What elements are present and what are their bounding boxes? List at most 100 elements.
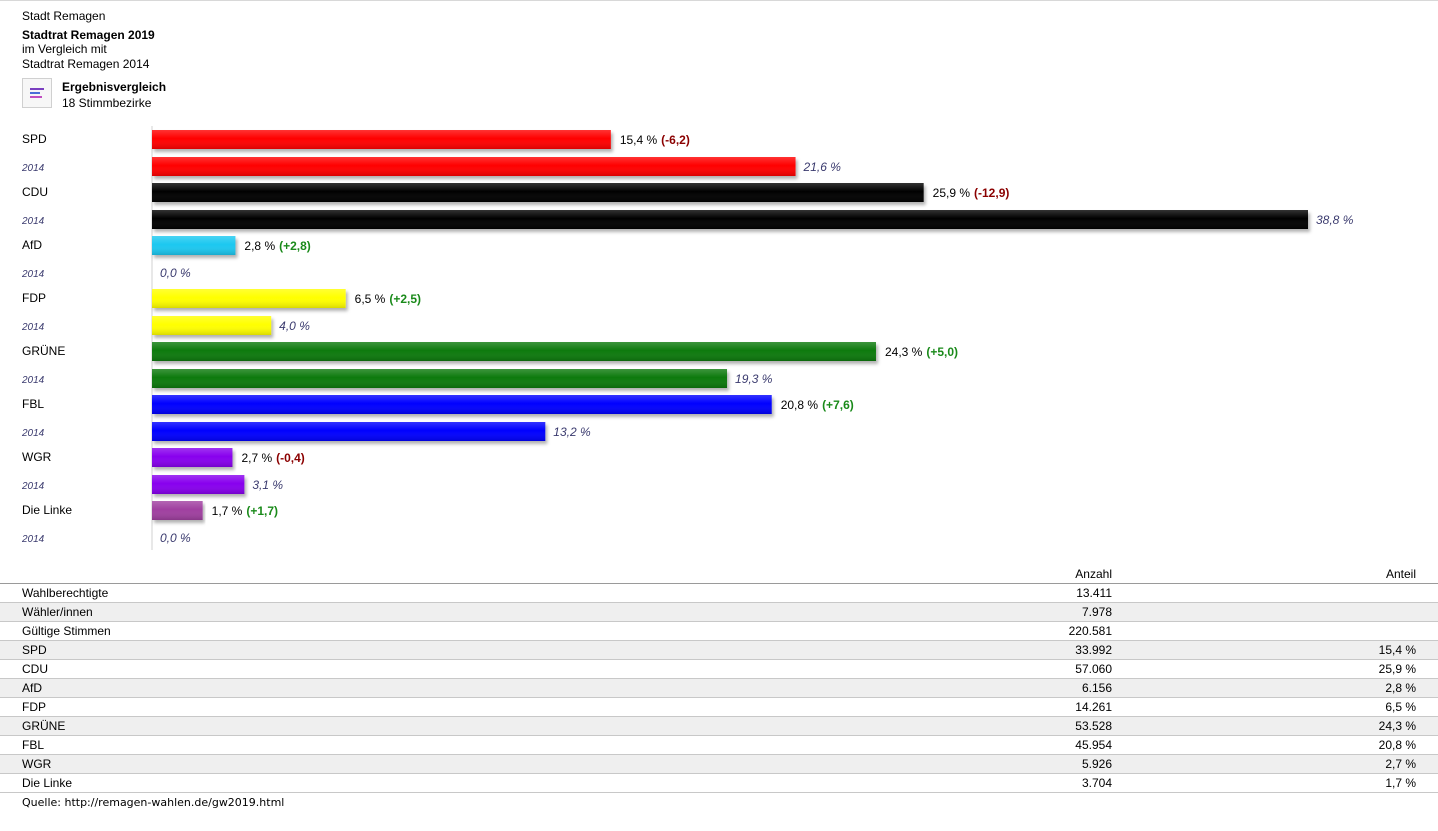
row-label: FBL	[0, 735, 684, 755]
bar-2014-shine	[152, 157, 796, 176]
value-label-2014: 38,8 %	[1316, 213, 1354, 227]
value-label-2019: 20,8 % (+7,6)	[781, 398, 854, 412]
city-name: Stadt Remagen	[22, 9, 106, 23]
bar-2019-shine	[152, 236, 236, 255]
row-count: 7.978	[683, 602, 1134, 622]
bar-2019-shine	[152, 342, 876, 361]
value-percent: 6,5 %	[355, 292, 386, 306]
source-note: Quelle: http://remagen-wahlen.de/gw2019.…	[22, 796, 285, 809]
comparison-year-label: 2014	[21, 216, 45, 227]
compare-prefix: im Vergleich mit	[22, 42, 107, 56]
row-share: 2,7 %	[1134, 754, 1438, 774]
value-percent: 25,9 %	[933, 186, 971, 200]
row-share: 15,4 %	[1134, 640, 1438, 660]
row-label: FDP	[0, 697, 684, 717]
value-label-2014: 13,2 %	[553, 425, 591, 439]
row-count: 45.954	[683, 735, 1134, 755]
row-count: 14.261	[683, 697, 1134, 717]
value-label-2014: 3,1 %	[252, 478, 283, 492]
row-count: 6.156	[683, 678, 1134, 698]
row-label: Die Linke	[0, 773, 684, 793]
value-percent: 15,4 %	[620, 133, 658, 147]
bar-2019-shine	[152, 130, 611, 149]
value-change: (+7,6)	[822, 398, 854, 412]
value-label-2014: 0,0 %	[160, 266, 191, 280]
value-label-2019: 24,3 % (+5,0)	[885, 345, 958, 359]
party-label: AfD	[22, 238, 42, 252]
table-row: Wähler/innen 7.978	[0, 602, 1438, 622]
party-label: FBL	[22, 397, 44, 411]
table-row: CDU 57.060 25,9 %	[0, 659, 1438, 679]
row-share	[1134, 621, 1438, 641]
row-count: 13.411	[683, 583, 1134, 603]
party-label: Die Linke	[22, 503, 72, 517]
party-label: CDU	[22, 185, 48, 199]
row-share	[1134, 583, 1438, 603]
bar-2014-shine	[152, 475, 245, 494]
view-title: Ergebnisvergleich	[62, 80, 167, 94]
bar-2019-shine	[152, 501, 203, 520]
bar-2019-shine	[152, 448, 233, 467]
comparison-year-label: 2014	[21, 322, 45, 333]
header-count: Anzahl	[683, 565, 1134, 584]
comparison-year-label: 2014	[21, 428, 45, 439]
table-row: FDP 14.261 6,5 %	[0, 697, 1438, 717]
comparison-year-label: 2014	[21, 375, 45, 386]
value-label-2019: 15,4 % (-6,2)	[620, 133, 690, 147]
value-label-2014: 4,0 %	[279, 319, 310, 333]
value-change: (+2,5)	[389, 292, 421, 306]
header-share: Anteil	[1134, 565, 1438, 584]
value-percent: 2,8 %	[244, 239, 275, 253]
value-percent: 1,7 %	[212, 504, 243, 518]
value-label-2019: 25,9 % (-12,9)	[933, 186, 1010, 200]
table-row: SPD 33.992 15,4 %	[0, 640, 1438, 660]
value-change: (-0,4)	[276, 451, 305, 465]
value-change: (+1,7)	[246, 504, 278, 518]
district-count: 18 Stimmbezirke	[62, 96, 152, 110]
row-label: Wähler/innen	[0, 602, 684, 622]
bar-2014-shine	[152, 422, 546, 441]
table-row: Wahlberechtigte 13.411	[0, 583, 1438, 603]
value-change: (-6,2)	[661, 133, 690, 147]
table-row: FBL 45.954 20,8 %	[0, 735, 1438, 755]
row-label: Wahlberechtigte	[0, 583, 684, 603]
table-row: GRÜNE 53.528 24,3 %	[0, 716, 1438, 736]
row-share: 6,5 %	[1134, 697, 1438, 717]
party-label: WGR	[22, 450, 52, 464]
row-label: SPD	[0, 640, 684, 660]
row-share: 24,3 %	[1134, 716, 1438, 736]
table-header-row: Anzahl Anteil	[0, 565, 1438, 584]
party-label: GRÜNE	[22, 344, 65, 358]
value-label-2014: 0,0 %	[160, 531, 191, 545]
row-label: AfD	[0, 678, 684, 698]
row-count: 57.060	[683, 659, 1134, 679]
table-row: WGR 5.926 2,7 %	[0, 754, 1438, 774]
row-count: 5.926	[683, 754, 1134, 774]
table-row: AfD 6.156 2,8 %	[0, 678, 1438, 698]
bar-chart-icon[interactable]	[22, 78, 52, 108]
comparison-year-label: 2014	[21, 163, 45, 174]
value-label-2014: 21,6 %	[803, 160, 842, 174]
bar-2014-shine	[152, 210, 1308, 229]
bar-2019-shine	[152, 183, 924, 202]
bar-2019-shine	[152, 289, 346, 308]
top-divider	[0, 0, 1438, 1]
value-label-2014: 19,3 %	[735, 372, 773, 386]
party-label: FDP	[22, 291, 46, 305]
compare-election: Stadtrat Remagen 2014	[22, 57, 150, 71]
value-change: (+2,8)	[279, 239, 311, 253]
value-label-2019: 2,7 % (-0,4)	[241, 451, 304, 465]
value-percent: 20,8 %	[781, 398, 819, 412]
table-row: Gültige Stimmen 220.581	[0, 621, 1438, 641]
row-share: 25,9 %	[1134, 659, 1438, 679]
row-count: 33.992	[683, 640, 1134, 660]
row-count: 220.581	[683, 621, 1134, 641]
row-share: 2,8 %	[1134, 678, 1438, 698]
value-label-2019: 1,7 % (+1,7)	[212, 504, 278, 518]
election-title: Stadtrat Remagen 2019	[22, 28, 155, 42]
row-count: 3.704	[683, 773, 1134, 793]
row-label: CDU	[0, 659, 684, 679]
row-count: 53.528	[683, 716, 1134, 736]
value-change: (-12,9)	[974, 186, 1009, 200]
